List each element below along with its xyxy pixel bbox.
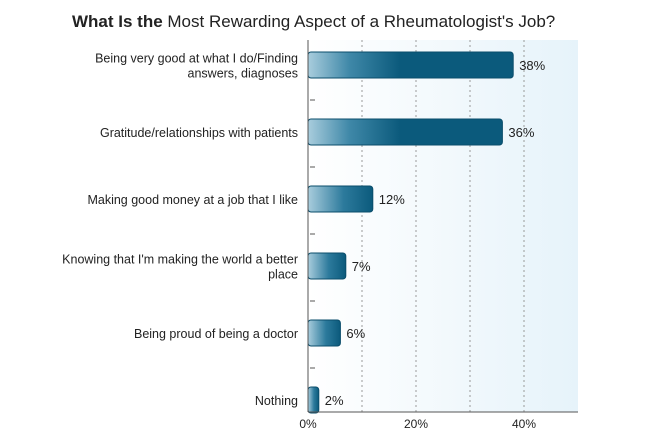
bar xyxy=(307,118,503,146)
category-label: Being very good at what I do/Finding answ… xyxy=(95,52,298,81)
plot-background xyxy=(308,40,578,412)
category-label: Gratitude/relationships with patients xyxy=(100,126,298,140)
chart-title: What Is the Most Rewarding Aspect of a R… xyxy=(72,12,555,31)
bar xyxy=(307,386,320,414)
axes xyxy=(307,40,578,413)
category-label: Knowing that I'm making the world a bett… xyxy=(62,253,298,282)
category-label: Being proud of being a doctor xyxy=(134,327,298,341)
value-label: 2% xyxy=(325,393,344,408)
bar xyxy=(307,319,341,347)
x-tick-labels: 0% 20% 40% xyxy=(299,417,536,431)
bars xyxy=(307,51,514,414)
value-label: 36% xyxy=(508,125,534,140)
x-tick-label: 0% xyxy=(299,417,317,431)
value-label: 38% xyxy=(519,58,545,73)
value-labels: 38% 36% 12% 7% 6% 2% xyxy=(325,58,546,408)
value-label: 6% xyxy=(346,326,365,341)
category-labels: Being very good at what I do/Finding answ… xyxy=(62,52,298,409)
value-label: 7% xyxy=(352,259,371,274)
grid-lines xyxy=(361,40,525,412)
category-label: Nothing xyxy=(255,394,298,408)
x-tick-label: 20% xyxy=(404,417,428,431)
category-label: Making good money at a job that I like xyxy=(87,193,298,207)
bar xyxy=(307,252,347,280)
bar xyxy=(307,185,374,213)
x-tick-label: 40% xyxy=(512,417,536,431)
value-label: 12% xyxy=(379,192,405,207)
bar xyxy=(307,51,514,79)
